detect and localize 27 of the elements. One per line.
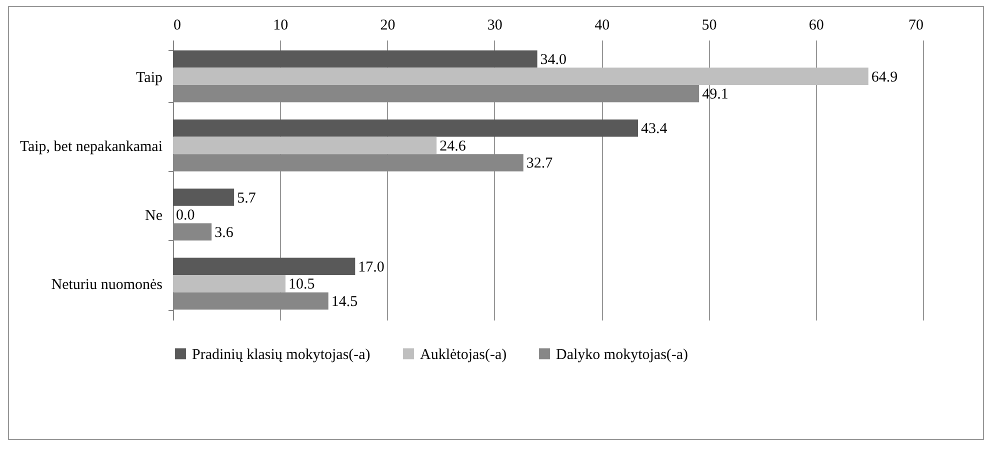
legend-label: Auklėtojas(-a) <box>420 346 507 363</box>
data-label: 3.6 <box>214 224 234 241</box>
data-label: 34.0 <box>540 52 567 68</box>
x-tick-label: 0 <box>174 18 181 34</box>
x-tick-label: 30 <box>487 18 502 34</box>
x-tick-label: 10 <box>273 18 288 34</box>
y-tick-label: Ne <box>145 208 163 224</box>
y-tick-label: Taip <box>136 70 162 86</box>
y-tick-label: Taip, bet nepakankamai <box>20 138 162 155</box>
data-label: 24.6 <box>440 138 466 154</box>
data-label: 43.4 <box>641 121 668 138</box>
data-label: 0.0 <box>176 208 195 224</box>
x-tick-label: 70 <box>908 18 924 34</box>
data-label: 14.5 <box>331 294 358 310</box>
data-label: 10.5 <box>288 276 315 293</box>
data-label: 17.0 <box>358 259 384 276</box>
legend-label: Pradinių klasių mokytojas(-a) <box>192 346 370 363</box>
x-tick-label: 60 <box>808 18 824 34</box>
x-tick-label: 40 <box>594 18 610 34</box>
x-tick-label: 20 <box>380 18 396 34</box>
x-tick-label: 50 <box>702 18 717 34</box>
data-label: 5.7 <box>237 190 256 206</box>
legend-label: Dalyko mokytojas(-a) <box>556 346 688 363</box>
data-label: 49.1 <box>702 86 728 103</box>
y-tick-label: Neturiu nuomonės <box>51 277 163 294</box>
data-label: 64.9 <box>871 69 898 86</box>
data-label: 32.7 <box>526 156 554 172</box>
